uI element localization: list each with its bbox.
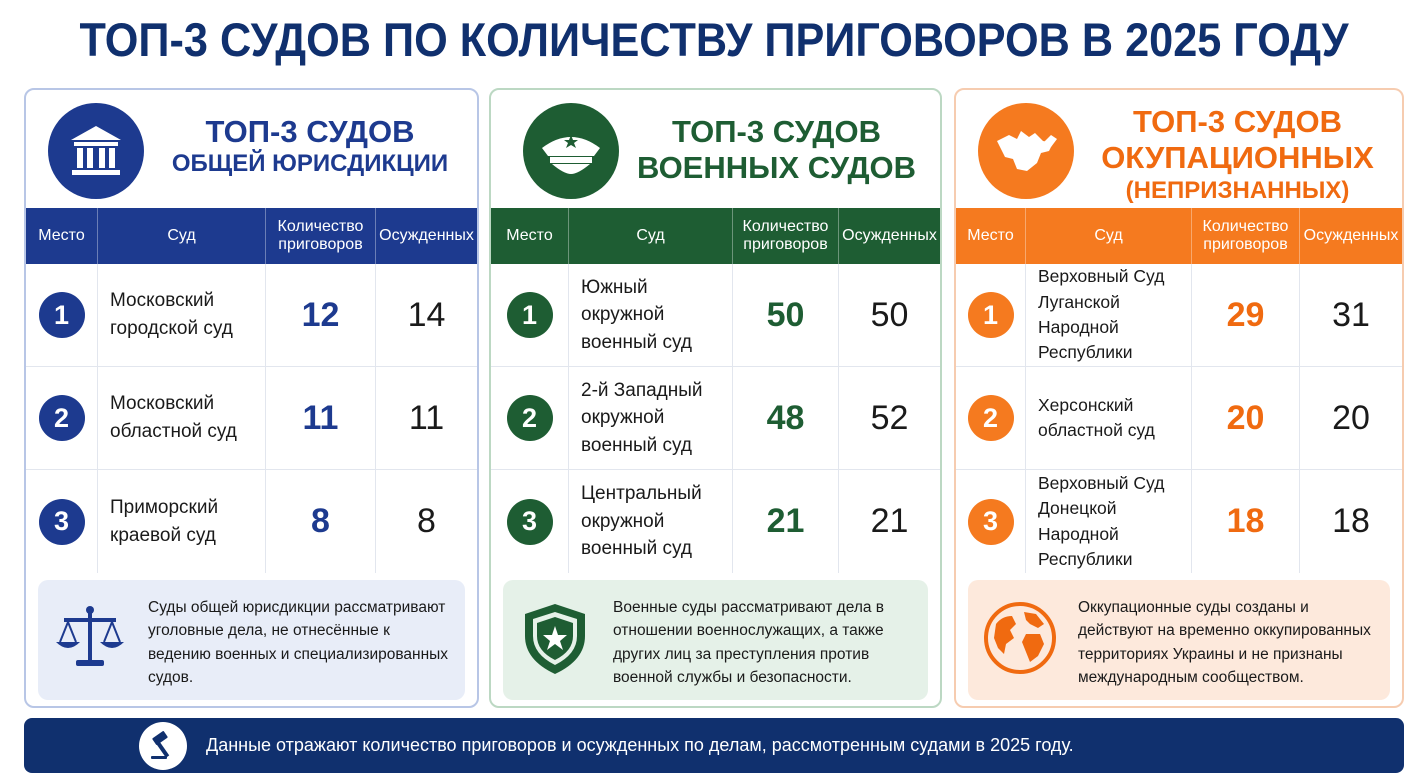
rank-badge: 2 — [38, 395, 85, 441]
panel-occupation-courts: ТОП-3 СУДОВ ОКУПАЦИОННЫХ (НЕПРИЗНАННЫХ) … — [954, 88, 1404, 708]
crimea-map-icon — [978, 103, 1074, 199]
panel-military-courts: ТОП-3 СУДОВ ВОЕННЫХ СУДОВ Место Суд Коли… — [489, 88, 942, 708]
table-header: Место Суд Количество приговоров Осужденн… — [26, 208, 477, 264]
note-text: Военные суды рассматривают дела в отноше… — [613, 599, 885, 686]
panel-subtitle-note: (НЕПРИЗНАННЫХ) — [1125, 176, 1350, 204]
sentences-count: 29 — [1192, 264, 1300, 366]
scales-icon — [50, 598, 130, 678]
convicted-count: 20 — [1332, 398, 1370, 437]
globe-icon — [980, 598, 1060, 678]
panel-title-line: ТОП-3 СУДОВ — [1132, 104, 1342, 139]
panel-header: ТОП-3 СУДОВ ВОЕННЫХ СУДОВ — [491, 90, 940, 210]
header-count: Количество приговоров — [1192, 208, 1300, 264]
panel-header: ТОП-3 СУДОВ ОКУПАЦИОННЫХ (НЕПРИЗНАННЫХ) — [956, 90, 1402, 210]
table-row: 3 Приморский краевой суд 8 8 — [26, 470, 477, 573]
rank-badge: 2 — [967, 395, 1014, 441]
header-court: Суд — [1026, 208, 1192, 264]
sentences-count: 48 — [733, 367, 839, 469]
court-name: Верховный Суд Луганской Народной Республ… — [1026, 264, 1192, 366]
rank-badge: 2 — [506, 395, 553, 441]
convicted-count: 14 — [407, 295, 446, 334]
sentences-count: 12 — [266, 264, 376, 366]
info-note: Военные суды рассматривают дела в отноше… — [503, 580, 928, 700]
info-note: Суды общей юрисдикции рассматривают угол… — [38, 580, 465, 700]
panel-subtitle: ОБЩЕЙ ЮРИСДИКЦИИ — [171, 150, 449, 178]
info-note: Оккупационные суды созданы и действуют н… — [968, 580, 1390, 700]
table-row: 2 Херсонский областной суд 20 20 — [956, 367, 1402, 470]
table-row: 1 Московский городской суд 12 14 — [26, 264, 477, 367]
court-name: 2-й Западный окружной военный суд — [569, 367, 733, 469]
shield-star-icon — [515, 598, 595, 678]
court-name: Приморский краевой суд — [98, 470, 266, 573]
table-header: Место Суд Количество приговоров Осужденн… — [956, 208, 1402, 264]
court-name: Верховный Суд Донецкой Народной Республи… — [1026, 470, 1192, 573]
sentences-count: 50 — [733, 264, 839, 366]
table-row: 2 Московский областной суд 11 11 — [26, 367, 477, 470]
table-row: 2 2-й Западный окружной военный суд 48 5… — [491, 367, 940, 470]
courthouse-icon — [48, 103, 144, 199]
header-count: Количество приговоров — [733, 208, 839, 264]
header-court: Суд — [98, 208, 266, 264]
table-row: 3 Верховный Суд Донецкой Народной Респуб… — [956, 470, 1402, 573]
rank-badge: 3 — [38, 498, 85, 545]
header-place: Место — [26, 208, 98, 264]
sentences-count: 18 — [1192, 470, 1300, 573]
court-name: Московский городской суд — [98, 264, 266, 366]
convicted-count: 18 — [1332, 502, 1370, 540]
note-text: Оккупационные суды созданы и действуют н… — [1078, 599, 1371, 686]
panel-header: ТОП-3 СУДОВ ОБЩЕЙ ЮРИСДИКЦИИ — [26, 90, 477, 210]
rank-badge: 1 — [38, 292, 85, 338]
page-title: ТОП-3 СУДОВ ПО КОЛИЧЕСТВУ ПРИГОВОРОВ В 2… — [79, 13, 1349, 66]
table-row: 1 Верховный Суд Луганской Народной Респу… — [956, 264, 1402, 367]
panel-title-line: ТОП-3 СУДОВ — [671, 114, 881, 149]
convicted-count: 52 — [870, 398, 909, 437]
convicted-count: 31 — [1332, 295, 1370, 334]
header-convicted: Осужденных — [379, 226, 474, 244]
court-name: Херсонский областной суд — [1026, 367, 1192, 469]
header-convicted: Осужденных — [1303, 226, 1399, 244]
rank-badge: 1 — [967, 292, 1014, 338]
header-place: Место — [491, 208, 569, 264]
sentences-count: 11 — [266, 367, 376, 469]
panel-title: ТОП-3 СУДОВ ОКУПАЦИОННЫХ (НЕПРИЗНАННЫХ) — [1081, 104, 1394, 205]
panel-subtitle: ОКУПАЦИОННЫХ — [1101, 140, 1374, 176]
court-name: Московский областной суд — [98, 367, 266, 469]
sentences-count: 20 — [1192, 367, 1300, 469]
gavel-icon — [139, 722, 187, 770]
court-name: Южный окружной военный суд — [569, 264, 733, 366]
sentences-count: 21 — [733, 470, 839, 573]
footer-banner: Данные отражают количество приговоров и … — [24, 718, 1404, 773]
court-name: Центральный окружной военный суд — [569, 470, 733, 573]
table-row: 3 Центральный окружной военный суд 21 21 — [491, 470, 940, 573]
military-cap-icon — [523, 103, 619, 199]
rank-badge: 1 — [506, 292, 553, 338]
rank-badge: 3 — [967, 498, 1014, 545]
convicted-count: 11 — [408, 398, 445, 437]
convicted-count: 8 — [417, 502, 436, 540]
footer-text: Данные отражают количество приговоров и … — [206, 735, 1074, 755]
sentences-count: 8 — [266, 470, 376, 573]
header-count: Количество приговоров — [266, 208, 376, 264]
panel-subtitle: ВОЕННЫХ СУДОВ — [636, 150, 917, 186]
panel-title: ТОП-3 СУДОВ ОБЩЕЙ ЮРИСДИКЦИИ — [151, 114, 469, 178]
table-header: Место Суд Количество приговоров Осужденн… — [491, 208, 940, 264]
convicted-count: 21 — [870, 502, 909, 540]
rank-badge: 3 — [506, 498, 553, 545]
note-text: Суды общей юрисдикции рассматривают угол… — [148, 599, 449, 686]
panel-title-line: ТОП-3 СУДОВ — [205, 114, 415, 149]
panel-title: ТОП-3 СУДОВ ВОЕННЫХ СУДОВ — [621, 114, 932, 187]
header-convicted: Осужденных — [842, 226, 937, 244]
panel-general-jurisdiction: ТОП-3 СУДОВ ОБЩЕЙ ЮРИСДИКЦИИ Место Суд К… — [24, 88, 479, 708]
header-place: Место — [956, 208, 1026, 264]
header-court: Суд — [569, 208, 733, 264]
convicted-count: 50 — [870, 295, 909, 334]
table-row: 1 Южный окружной военный суд 50 50 — [491, 264, 940, 367]
